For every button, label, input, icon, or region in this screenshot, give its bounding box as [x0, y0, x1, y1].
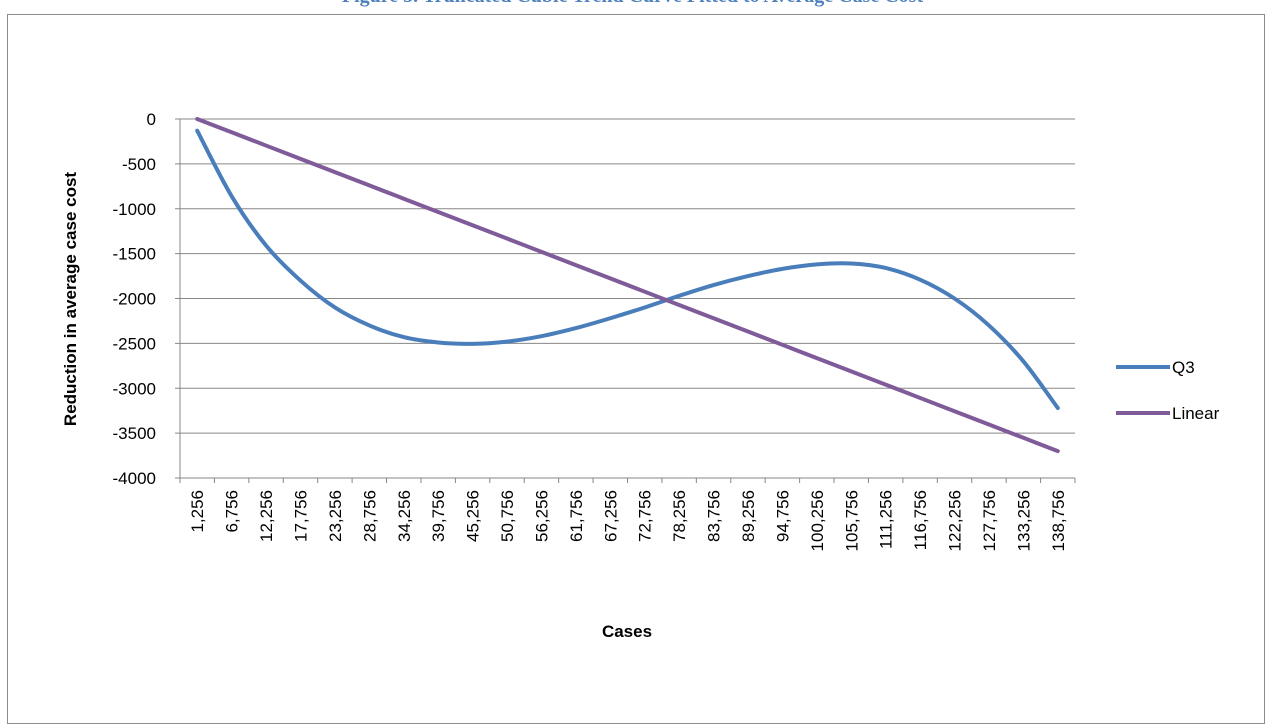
- x-tick-label: 23,256: [326, 490, 345, 542]
- x-tick-label: 78,256: [670, 490, 689, 542]
- gridlines: [180, 118, 1075, 479]
- y-tick-label: -500: [122, 155, 156, 174]
- x-tick-label: 39,756: [429, 490, 448, 542]
- x-tick-label: 94,756: [773, 490, 792, 542]
- y-tick-label: -3500: [113, 424, 156, 443]
- series-line-linear: [195, 117, 1060, 454]
- x-tick-label: 17,756: [291, 490, 310, 542]
- x-tick-label: 133,256: [1014, 490, 1033, 551]
- x-tick-label: 12,256: [257, 490, 276, 542]
- x-tick-label: 138,756: [1049, 490, 1068, 551]
- x-tick-label: 116,756: [911, 490, 930, 550]
- x-tick-label: 83,756: [705, 490, 724, 542]
- x-tick-labels: 1,256 6,756 12,256 17,756 23,256 28,756 34,256…: [188, 490, 1068, 551]
- x-tick-label: 105,756: [842, 490, 861, 551]
- x-tick-label: 89,256: [739, 490, 758, 542]
- legend-label-q3: Q3: [1172, 358, 1195, 377]
- x-tick-label: 56,256: [532, 490, 551, 542]
- x-tick-label: 34,256: [395, 490, 414, 542]
- x-axis-label: Cases: [602, 622, 652, 641]
- x-tick-label: 45,256: [464, 490, 483, 542]
- x-tick-label: 28,756: [360, 490, 379, 542]
- x-tick-label: 6,756: [223, 490, 242, 533]
- axes: [175, 118, 1076, 483]
- y-tick-label: -2000: [113, 290, 156, 309]
- x-tick-label: 61,756: [567, 490, 586, 542]
- x-tick-label: 122,256: [946, 490, 965, 551]
- x-tick-label: 67,256: [601, 490, 620, 542]
- y-tick-labels: 0 -500 -1000 -1500 -2000 -2500 -3000 -3500 -4000: [113, 110, 156, 488]
- figure-caption: Figure 5. Truncated Cubic Trend Curve Fi…: [0, 0, 1265, 8]
- chart-area: [7, 14, 1265, 724]
- series-line-q3: [195, 128, 1060, 410]
- x-tick-label: 50,756: [498, 490, 517, 542]
- x-tick-label: 127,756: [980, 490, 999, 551]
- x-tick-label: 100,256: [808, 490, 827, 551]
- x-tick-label: 111,256: [877, 490, 896, 549]
- y-tick-label: -4000: [113, 469, 156, 488]
- x-tick-label: 1,256: [188, 490, 207, 533]
- x-tick-label: 72,756: [636, 490, 655, 542]
- series-lines: [195, 117, 1060, 454]
- y-axis-label: Reduction in average case cost: [61, 172, 80, 426]
- y-tick-label: -1000: [113, 200, 156, 219]
- legend-label-linear: Linear: [1172, 404, 1220, 423]
- y-tick-label: 0: [147, 110, 156, 129]
- y-tick-label: -2500: [113, 334, 156, 353]
- y-tick-label: -1500: [113, 245, 156, 264]
- legend: Q3 Linear: [1116, 358, 1220, 423]
- y-tick-label: -3000: [113, 379, 156, 398]
